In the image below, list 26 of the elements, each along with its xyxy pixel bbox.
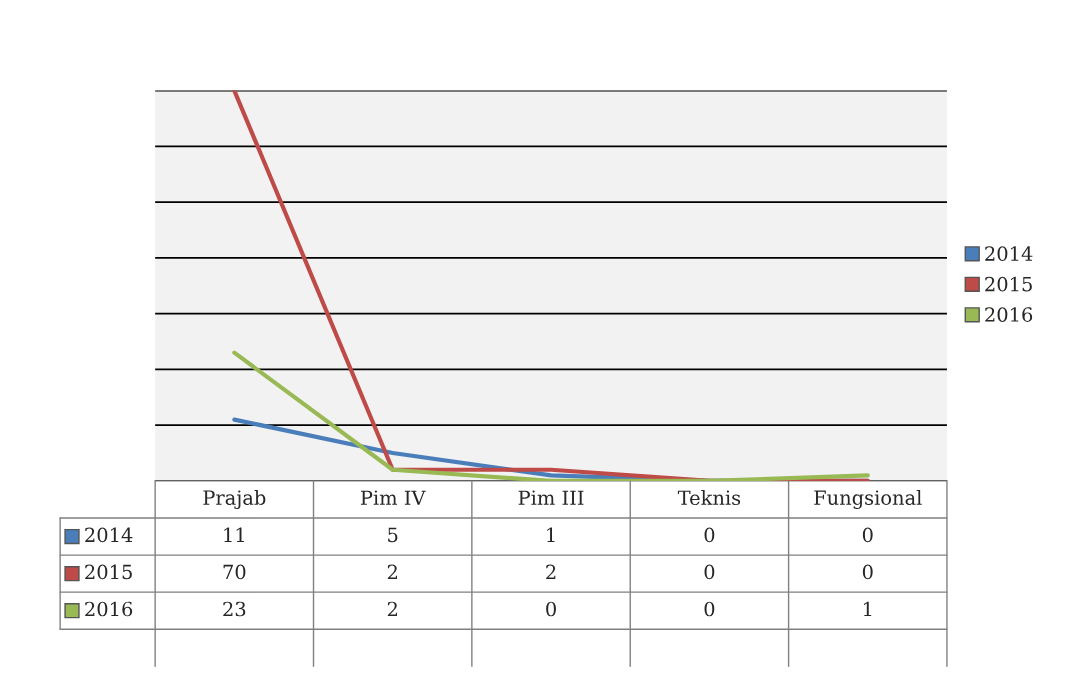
data-label: 11 [224,527,244,542]
data-label: 1 [863,601,872,617]
data-label: 1 [547,527,555,542]
x-tick-label: Pim III [518,490,584,505]
data-label: 0 [704,527,715,543]
data-label: 2 [387,564,397,579]
legend-label: 2016 [985,307,1033,322]
data-label: 0 [704,564,715,580]
data-label: 0 [704,601,715,617]
data-label: 0 [862,564,873,580]
text: 2015 [85,564,132,580]
x-tick-label: Fungsional [814,489,922,510]
data-label: 2 [387,601,397,617]
data-label: 2 [546,564,556,579]
legend-label: 2015 [985,276,1032,292]
x-tick-label: Teknis [677,490,741,506]
data-label: 23 [223,601,246,617]
data-label: 0 [862,527,873,543]
data-label: 70 [223,564,246,580]
data-label: 0 [546,601,556,617]
data-label: 5 [388,527,398,543]
text: 2014 [985,246,1033,261]
legend-label: 2014 [85,527,133,543]
text: 2016 [85,601,133,617]
x-tick-label: Prajab [203,489,266,510]
x-tick-label: Pim IV [360,490,426,505]
